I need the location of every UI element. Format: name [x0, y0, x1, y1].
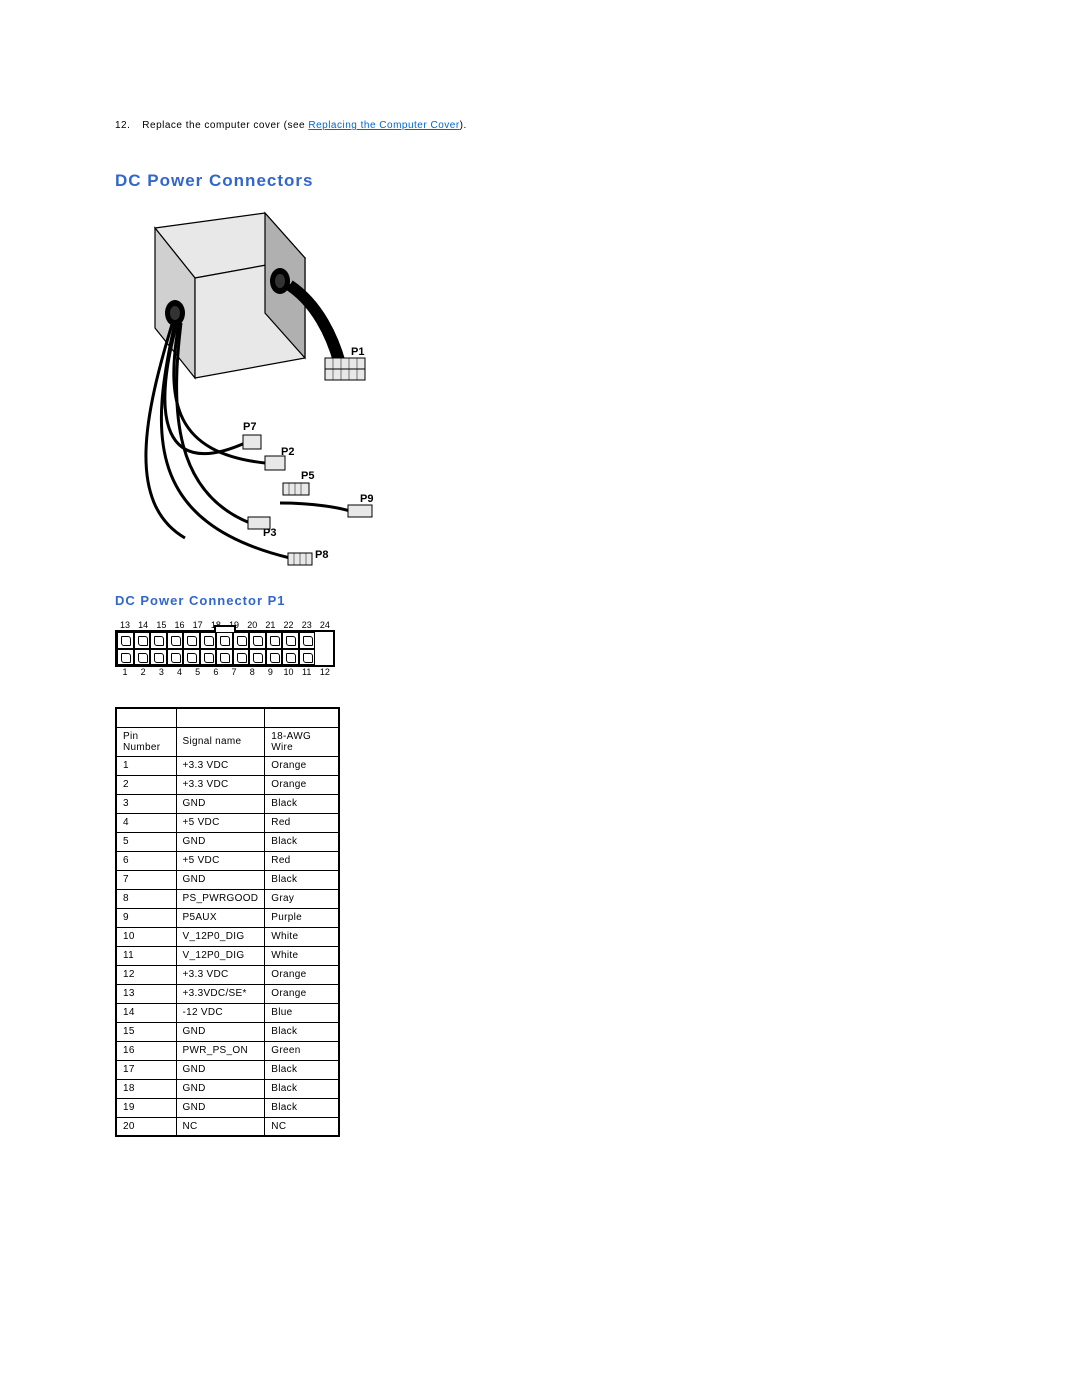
table-row: 4+5 VDCRed	[116, 813, 339, 832]
table-header-row: Pin Number Signal name 18-AWG Wire	[116, 727, 339, 756]
page: 12. Replace the computer cover (see Repl…	[0, 0, 1080, 1397]
pin-num: 16	[172, 620, 188, 630]
pin-num: 5	[190, 667, 206, 677]
table-row: 6+5 VDCRed	[116, 851, 339, 870]
pin-num: 23	[299, 620, 315, 630]
table-row: 10V_12P0_DIGWhite	[116, 927, 339, 946]
step-12: 12. Replace the computer cover (see Repl…	[115, 120, 965, 131]
sub-title: DC Power Connector P1	[115, 593, 965, 608]
table-row: 7GNDBlack	[116, 870, 339, 889]
pin-diagram: 13 14 15 16 17 18 19 20 21 22 23 24 1 2 …	[115, 620, 335, 677]
table-row: 18GNDBlack	[116, 1079, 339, 1098]
th-pin: Pin Number	[116, 727, 176, 756]
table-row: 12+3.3 VDCOrange	[116, 965, 339, 984]
pin-num: 8	[244, 667, 260, 677]
pin-num: 7	[226, 667, 242, 677]
pin-num: 1	[117, 667, 133, 677]
pin-tab	[214, 625, 236, 632]
section-title: DC Power Connectors	[115, 171, 965, 191]
pin-num: 11	[299, 667, 315, 677]
pin-num: 21	[262, 620, 278, 630]
pin-num: 13	[117, 620, 133, 630]
pin-num: 17	[190, 620, 206, 630]
th-wire: 18-AWG Wire	[265, 727, 339, 756]
table-row: 16PWR_PS_ONGreen	[116, 1041, 339, 1060]
pin-bottom-numbers: 1 2 3 4 5 6 7 8 9 10 11 12	[115, 667, 335, 677]
pin-num: 12	[317, 667, 333, 677]
pin-num: 6	[208, 667, 224, 677]
pin-num: 10	[281, 667, 297, 677]
pin-row-top	[117, 632, 333, 649]
pin-num: 2	[135, 667, 151, 677]
table-row: 14-12 VDCBlue	[116, 1003, 339, 1022]
label-p7: P7	[243, 421, 256, 433]
table-row: 11V_12P0_DIGWhite	[116, 946, 339, 965]
pin-num: 14	[135, 620, 151, 630]
label-p8: P8	[315, 549, 328, 561]
pin-num: 4	[172, 667, 188, 677]
pin-num: 20	[244, 620, 260, 630]
pin-row-bottom	[117, 649, 333, 666]
label-p9: P9	[360, 493, 373, 505]
pin-num: 24	[317, 620, 333, 630]
table-row: 20NCNC	[116, 1117, 339, 1136]
pin-body	[115, 630, 335, 667]
table-row: 15GNDBlack	[116, 1022, 339, 1041]
table-row: 17GNDBlack	[116, 1060, 339, 1079]
pin-num: 3	[153, 667, 169, 677]
psu-svg	[115, 203, 415, 573]
label-p2: P2	[281, 446, 294, 458]
table-row: 5GNDBlack	[116, 832, 339, 851]
table-row: 1+3.3 VDCOrange	[116, 756, 339, 775]
label-p1: P1	[351, 346, 364, 358]
pin-num: 15	[153, 620, 169, 630]
step-number: 12.	[115, 120, 139, 131]
pin-num: 9	[262, 667, 278, 677]
table-row: 3GNDBlack	[116, 794, 339, 813]
th-signal: Signal name	[176, 727, 265, 756]
table-spacer	[116, 708, 339, 727]
label-p5: P5	[301, 470, 314, 482]
psu-diagram: P1 P7 P2 P5 P9 P3 P8	[115, 203, 415, 573]
table-row: 9P5AUXPurple	[116, 908, 339, 927]
step-text-after: ).	[460, 120, 467, 131]
pinout-table: Pin Number Signal name 18-AWG Wire 1+3.3…	[115, 707, 340, 1137]
replace-cover-link[interactable]: Replacing the Computer Cover	[308, 120, 459, 131]
table-row: 13+3.3VDC/SE*Orange	[116, 984, 339, 1003]
table-row: 2+3.3 VDCOrange	[116, 775, 339, 794]
pin-num: 22	[281, 620, 297, 630]
table-row: 19GNDBlack	[116, 1098, 339, 1117]
table-row: 8PS_PWRGOODGray	[116, 889, 339, 908]
label-p3: P3	[263, 527, 276, 539]
step-text-before: Replace the computer cover (see	[142, 120, 308, 131]
